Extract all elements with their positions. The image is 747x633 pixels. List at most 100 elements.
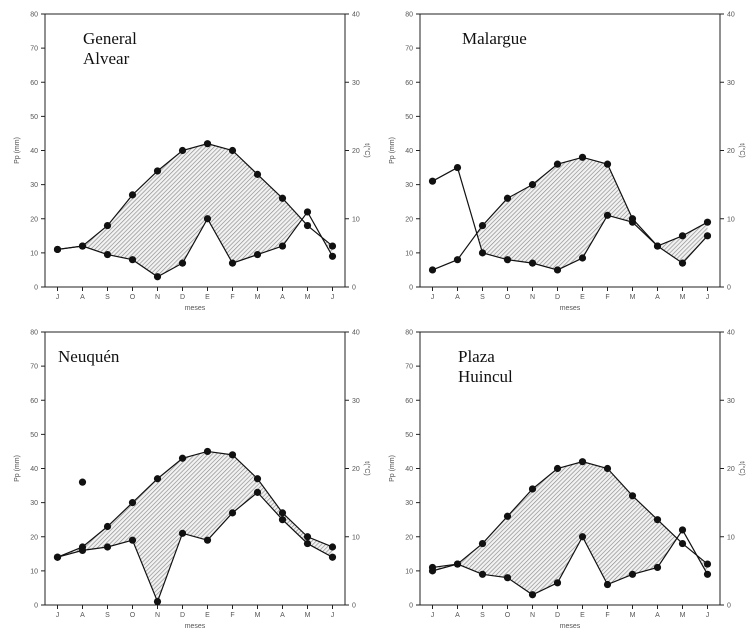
right-tick-label: 20 [727, 148, 735, 155]
x-tick-label: N [155, 612, 160, 619]
precipitation-line [432, 166, 708, 271]
precipitation-line [432, 528, 709, 596]
left-tick-label: 50 [30, 432, 38, 439]
left-tick-label: 50 [405, 114, 413, 121]
climograph-malargue: 0 10 20 30 40 50 60 70 80 0 10 20 30 40 J A S O N D E F M A M Jme… [389, 12, 746, 313]
x-tick-label: D [555, 294, 560, 301]
x-axis-title: meses [185, 623, 206, 630]
temperature-point [303, 533, 312, 541]
precipitation-point [428, 177, 437, 185]
precipitation-point [103, 543, 112, 551]
x-tick-label: A [80, 294, 85, 301]
station-title-line: Malargue [462, 29, 527, 48]
temperature-line [432, 461, 708, 569]
temperature-point [128, 499, 137, 507]
x-tick-label: N [530, 612, 535, 619]
right-tick-label: 20 [727, 466, 735, 473]
left-tick-label: 10 [30, 250, 38, 257]
temperature-point [553, 160, 562, 168]
x-tick-label: S [105, 294, 110, 301]
right-tick-label: 10 [727, 534, 735, 541]
left-tick-label: 10 [30, 568, 38, 575]
climograph-neuquen: 0 10 20 30 40 50 60 70 80 0 10 20 30 40 J A S O N D E F M A M Jme… [14, 330, 371, 631]
right-tick-label: 20 [352, 148, 360, 155]
x-tick-label: M [255, 294, 261, 301]
temperature-point [203, 140, 212, 148]
left-tick-label: 60 [405, 80, 413, 87]
x-tick-label: S [480, 612, 485, 619]
temperature-point [453, 560, 462, 568]
left-tick-label: 40 [405, 148, 413, 155]
left-axis-title: Pp (mm) [14, 137, 21, 164]
temperature-point [603, 160, 612, 168]
right-tick-label: 20 [352, 466, 360, 473]
station-title-line: Neuquén [58, 347, 120, 366]
right-tick-label: 30 [352, 80, 360, 87]
precipitation-point [153, 597, 162, 606]
x-tick-label: F [230, 612, 234, 619]
temperature-point [78, 242, 87, 250]
x-tick-label: M [680, 612, 686, 619]
left-tick-label: 0 [34, 285, 38, 292]
x-axis-title: meses [560, 305, 581, 312]
right-tick-label: 10 [727, 216, 735, 223]
left-tick-label: 70 [405, 364, 413, 371]
left-tick-label: 20 [30, 534, 38, 541]
shaded-region [82, 143, 302, 277]
shaded-region [657, 222, 708, 264]
precipitation-point [578, 533, 587, 541]
right-tick-label: 30 [352, 398, 360, 405]
precipitation-point [278, 516, 287, 524]
temperature-point [678, 232, 687, 240]
precipitation-point [128, 536, 137, 544]
temperature-point [428, 266, 437, 274]
x-tick-label: J [706, 612, 710, 619]
precipitation-point [703, 232, 712, 240]
x-tick-label: J [706, 294, 710, 301]
temperature-point [603, 464, 612, 473]
precipitation-point [678, 526, 687, 534]
station-title-line: Huincul [458, 367, 513, 386]
x-tick-label: A [80, 612, 85, 619]
left-tick-label: 0 [409, 285, 413, 292]
x-axis-title: meses [560, 623, 581, 630]
right-tick-label: 0 [727, 603, 731, 610]
temperature-line [57, 143, 333, 251]
temperature-point [53, 245, 62, 254]
x-tick-label: A [280, 612, 285, 619]
right-tick-label: 0 [352, 603, 356, 610]
precipitation-point [178, 259, 187, 267]
temperature-point [528, 181, 537, 189]
precipitation-point [303, 208, 312, 216]
temperature-line [57, 450, 333, 558]
station-title-line: Plaza [458, 347, 495, 366]
climograph-general-alvear: 0 10 20 30 40 50 60 70 80 0 10 20 30 40 J A S O N D E F M A M Jme… [14, 12, 371, 313]
precipitation-point [128, 256, 137, 264]
right-axis-title: t(°C) [363, 461, 371, 475]
temperature-point [253, 475, 262, 483]
precipitation-point [678, 259, 687, 267]
precipitation-point [628, 570, 637, 578]
right-axis-title: t(°C) [363, 143, 371, 157]
station-title-line: Alvear [83, 49, 130, 68]
temperature-point [128, 191, 137, 199]
x-tick-label: D [555, 612, 560, 619]
left-tick-label: 40 [30, 466, 38, 473]
left-tick-label: 20 [30, 216, 38, 223]
temperature-point [628, 492, 637, 500]
outlier-point [78, 478, 87, 486]
left-tick-label: 80 [30, 330, 38, 337]
temperature-point [253, 170, 262, 178]
left-tick-label: 30 [405, 182, 413, 189]
right-tick-label: 0 [352, 285, 356, 292]
precipitation-point [603, 211, 612, 219]
x-tick-label: F [230, 294, 234, 301]
precipitation-point [278, 242, 287, 250]
right-tick-label: 40 [352, 330, 360, 337]
precipitation-point [503, 256, 512, 264]
left-tick-label: 20 [405, 216, 413, 223]
x-tick-label: F [605, 612, 609, 619]
right-axis-title: t(°C) [738, 143, 746, 157]
x-tick-label: A [655, 294, 660, 301]
left-tick-label: 10 [405, 568, 413, 575]
